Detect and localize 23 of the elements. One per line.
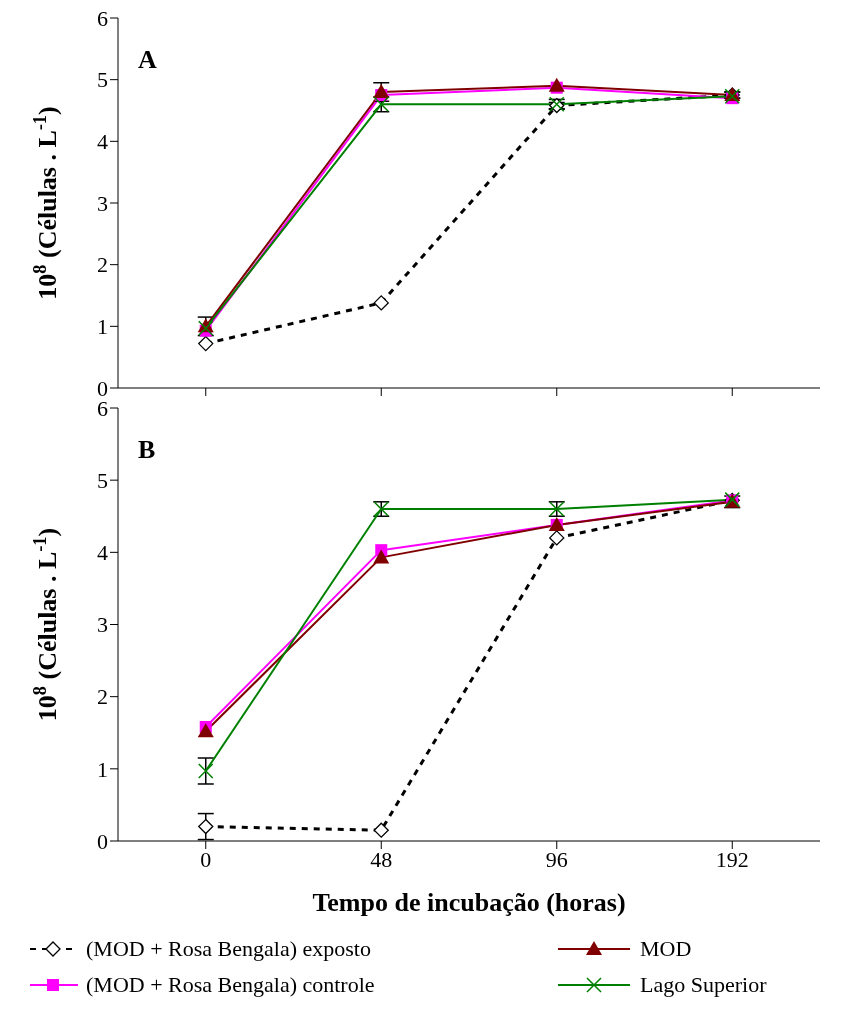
x-tick-label: 96 xyxy=(545,846,568,872)
legend-label: (MOD + Rosa Bengala) controle xyxy=(86,972,375,998)
x-tick-label: 0 xyxy=(200,846,212,872)
legend-label: MOD xyxy=(639,936,693,962)
x-tick-label: 48 xyxy=(370,846,393,872)
annotation: A xyxy=(138,45,157,74)
y-tick-label: 5 xyxy=(97,67,108,93)
y-tick-label: 1 xyxy=(97,756,108,782)
y-tick-label: 6 xyxy=(97,5,108,31)
y-tick-label: 3 xyxy=(97,190,108,216)
x-tick-label: 192 xyxy=(715,846,749,872)
y-tick-label: 0 xyxy=(97,828,108,854)
annotation: B xyxy=(138,435,156,464)
y-tick-label: 4 xyxy=(97,129,108,155)
y-tick-label: 2 xyxy=(97,684,108,710)
legend-label: Lago Superior xyxy=(639,972,768,998)
y-tick-label: 2 xyxy=(97,252,108,278)
y-tick-label: 4 xyxy=(97,540,108,566)
y-tick-label: 5 xyxy=(97,467,108,493)
x-axis-title: Tempo de incubação (horas) xyxy=(312,888,626,917)
y-tick-label: 3 xyxy=(97,612,108,638)
legend-label: (MOD + Rosa Bengala) exposto xyxy=(86,936,371,962)
y-tick-label: 1 xyxy=(97,314,108,340)
